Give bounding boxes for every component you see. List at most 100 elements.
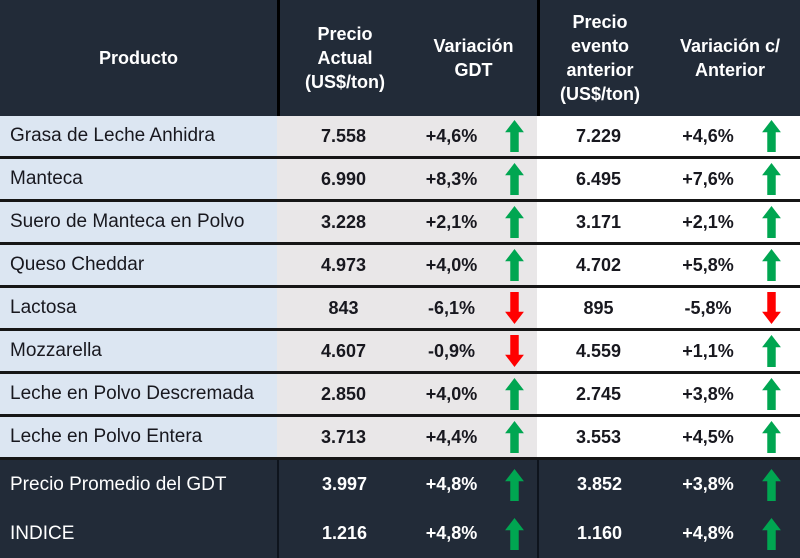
product-name: Suero de Manteca en Polvo	[0, 202, 277, 242]
up-arrow-icon	[761, 334, 781, 368]
current-price-value: 4.973	[277, 245, 410, 285]
up-arrow-icon	[505, 468, 525, 502]
previous-variation-percent: +3,8%	[682, 474, 734, 494]
previous-price-value: 7.229	[537, 116, 660, 156]
current-price-value: 4.607	[277, 331, 410, 371]
current-price-value: 1.216	[277, 509, 410, 558]
gdt-variation-cell: +8,3%	[410, 159, 537, 199]
up-arrow-icon	[761, 517, 781, 551]
gdt-variation-percent: +4,0%	[425, 254, 478, 275]
down-arrow-icon	[761, 291, 781, 325]
gdt-variation-percent: -6,1%	[427, 297, 476, 318]
gdt-variation-percent: +4,8%	[425, 523, 478, 543]
gdt-variation-cell: +4,0%	[410, 374, 537, 414]
previous-variation-cell: +4,8%	[660, 509, 800, 558]
gdt-variation-cell: +4,8%	[410, 460, 537, 509]
up-arrow-icon	[505, 517, 525, 551]
previous-variation-cell: +2,1%	[660, 202, 800, 242]
table-row: Mozzarella 4.607 -0,9% 4.559 +1,1%	[0, 331, 800, 374]
current-price-value: 2.850	[277, 374, 410, 414]
gdt-variation-percent: +4,4%	[425, 426, 478, 447]
up-arrow-icon	[761, 377, 781, 411]
previous-variation-percent: +4,5%	[682, 426, 734, 447]
gdt-variation-cell: +4,0%	[410, 245, 537, 285]
table-row: Lactosa 843 -6,1% 895 -5,8%	[0, 288, 800, 331]
previous-variation-cell: +4,5%	[660, 417, 800, 457]
gdt-variation-cell: +4,6%	[410, 116, 537, 156]
product-name: Grasa de Leche Anhidra	[0, 116, 277, 156]
current-price-value: 3.713	[277, 417, 410, 457]
previous-price-value: 1.160	[537, 509, 660, 558]
col-header-precio-actual: Precio Actual (US$/ton)	[277, 0, 410, 116]
up-arrow-icon	[761, 468, 781, 502]
up-arrow-icon	[505, 205, 525, 239]
current-price-value: 843	[277, 288, 410, 328]
gdt-variation-percent: +8,3%	[425, 168, 478, 189]
previous-variation-cell: +7,6%	[660, 159, 800, 199]
previous-variation-percent: -5,8%	[684, 297, 732, 318]
previous-variation-cell: -5,8%	[660, 288, 800, 328]
current-price-value: 7.558	[277, 116, 410, 156]
table-row: Queso Cheddar 4.973 +4,0% 4.702 +5,8%	[0, 245, 800, 288]
up-arrow-icon	[505, 248, 525, 282]
previous-variation-percent: +4,8%	[682, 523, 734, 543]
previous-price-value: 4.702	[537, 245, 660, 285]
gdt-variation-cell: -0,9%	[410, 331, 537, 371]
gdt-variation-cell: +4,4%	[410, 417, 537, 457]
table-row: Manteca 6.990 +8,3% 6.495 +7,6%	[0, 159, 800, 202]
table-row: Leche en Polvo Entera 3.713 +4,4% 3.553 …	[0, 417, 800, 460]
up-arrow-icon	[761, 205, 781, 239]
product-name: INDICE	[10, 522, 75, 544]
product-name: Precio Promedio del GDT	[10, 473, 227, 495]
up-arrow-icon	[505, 119, 525, 153]
previous-price-value: 2.745	[537, 374, 660, 414]
gdt-variation-percent: +4,6%	[425, 125, 478, 146]
up-arrow-icon	[505, 377, 525, 411]
current-price-value: 6.990	[277, 159, 410, 199]
gdt-variation-percent: -0,9%	[427, 340, 476, 361]
col-header-precio-anterior: Precio evento anterior (US$/ton)	[537, 0, 660, 116]
previous-variation-cell: +4,6%	[660, 116, 800, 156]
previous-price-value: 6.495	[537, 159, 660, 199]
col-header-variacion-gdt: Variación GDT	[433, 36, 514, 80]
current-price-value: 3.228	[277, 202, 410, 242]
col-header-producto: Producto	[99, 48, 178, 68]
previous-variation-cell: +1,1%	[660, 331, 800, 371]
gdt-variation-percent: +4,8%	[425, 474, 478, 494]
current-price-value: 3.997	[277, 460, 410, 509]
up-arrow-icon	[505, 162, 525, 196]
table-row: Precio Promedio del GDT 3.997 +4,8% 3.85…	[0, 460, 800, 509]
gdt-variation-percent: +4,0%	[425, 383, 478, 404]
previous-variation-percent: +2,1%	[682, 211, 734, 232]
previous-variation-percent: +5,8%	[682, 254, 734, 275]
col-header-variacion-anterior: Variación c/ Anterior	[679, 36, 781, 80]
previous-variation-percent: +1,1%	[682, 340, 734, 361]
product-name: Queso Cheddar	[0, 245, 277, 285]
previous-variation-cell: +3,8%	[660, 374, 800, 414]
gdt-variation-cell: +2,1%	[410, 202, 537, 242]
gdt-variation-percent: +2,1%	[425, 211, 478, 232]
down-arrow-icon	[505, 291, 525, 325]
previous-price-value: 3.553	[537, 417, 660, 457]
table-header-row: Producto Precio Actual (US$/ton) Variaci…	[0, 0, 800, 116]
table-body: Grasa de Leche Anhidra 7.558 +4,6% 7.229…	[0, 116, 800, 558]
up-arrow-icon	[761, 162, 781, 196]
table-row: Suero de Manteca en Polvo 3.228 +2,1% 3.…	[0, 202, 800, 245]
up-arrow-icon	[505, 420, 525, 454]
previous-variation-percent: +7,6%	[682, 168, 734, 189]
previous-price-value: 3.171	[537, 202, 660, 242]
product-name: Leche en Polvo Entera	[0, 417, 277, 457]
up-arrow-icon	[761, 119, 781, 153]
product-name: Manteca	[0, 159, 277, 199]
table-row: Grasa de Leche Anhidra 7.558 +4,6% 7.229…	[0, 116, 800, 159]
up-arrow-icon	[761, 420, 781, 454]
product-name: Mozzarella	[0, 331, 277, 371]
previous-variation-cell: +3,8%	[660, 460, 800, 509]
gdt-variation-cell: +4,8%	[410, 509, 537, 558]
previous-variation-percent: +4,6%	[682, 125, 734, 146]
previous-price-value: 3.852	[537, 460, 660, 509]
previous-variation-cell: +5,8%	[660, 245, 800, 285]
up-arrow-icon	[761, 248, 781, 282]
table-row: INDICE 1.216 +4,8% 1.160 +4,8%	[0, 509, 800, 558]
